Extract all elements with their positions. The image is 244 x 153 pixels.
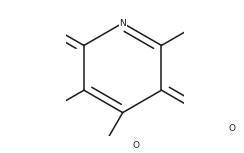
Text: O: O (132, 141, 139, 150)
Text: N: N (119, 19, 126, 28)
Text: O: O (229, 124, 235, 133)
